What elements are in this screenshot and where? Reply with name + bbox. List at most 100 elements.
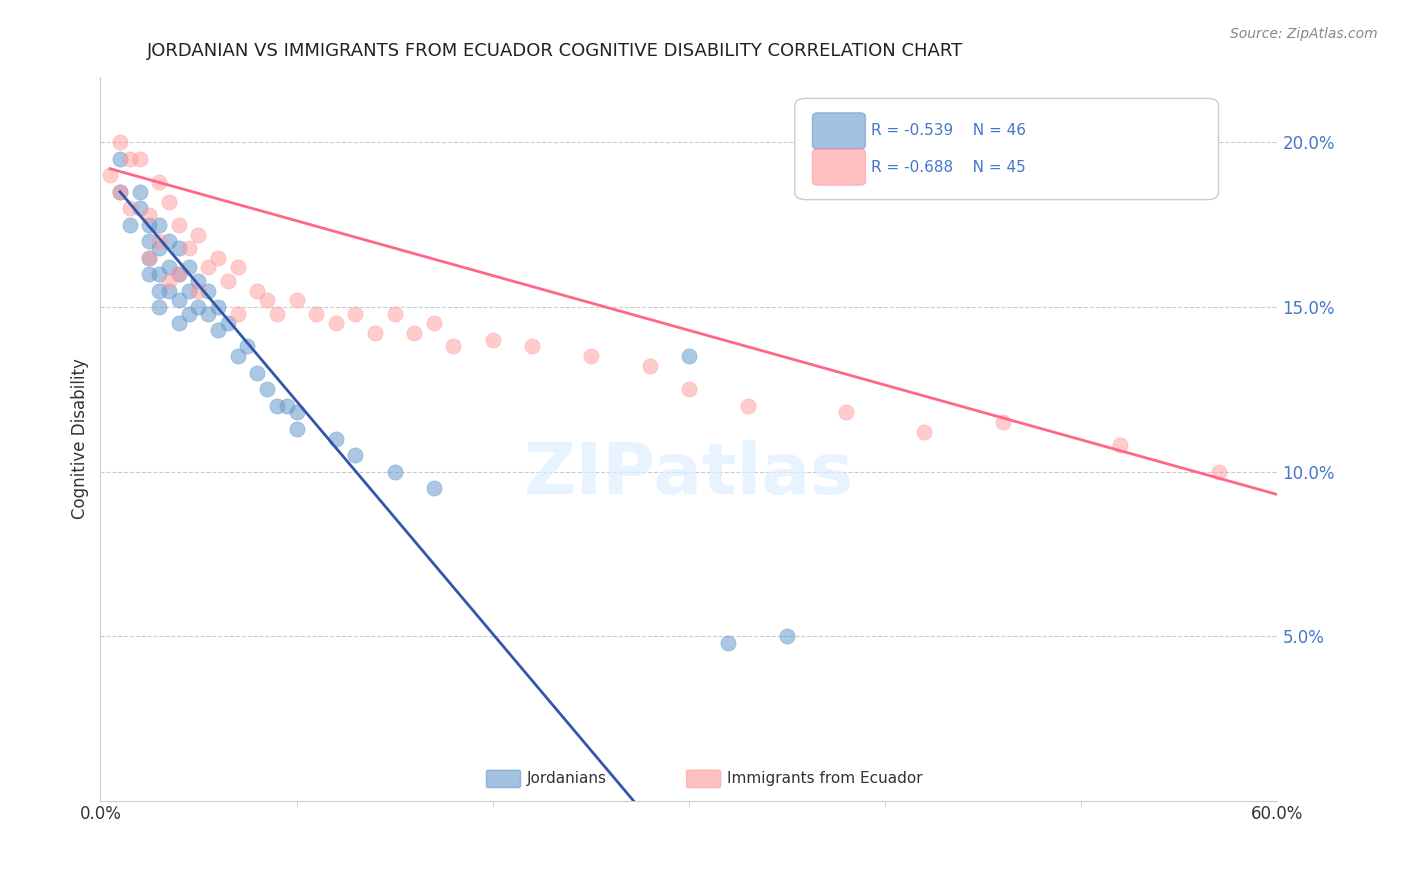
Point <box>167 317 190 331</box>
Point <box>148 267 170 281</box>
Text: Immigrants from Ecuador: Immigrants from Ecuador <box>727 772 922 787</box>
Point <box>138 251 160 265</box>
FancyBboxPatch shape <box>486 770 520 788</box>
Point <box>167 267 190 281</box>
Point <box>256 293 278 308</box>
Point <box>148 284 170 298</box>
Text: JORDANIAN VS IMMIGRANTS FROM ECUADOR COGNITIVE DISABILITY CORRELATION CHART: JORDANIAN VS IMMIGRANTS FROM ECUADOR COG… <box>148 42 963 60</box>
Point <box>246 366 269 380</box>
Point <box>167 267 190 281</box>
Text: R = -0.688    N = 45: R = -0.688 N = 45 <box>872 160 1026 175</box>
Text: ZIPatlas: ZIPatlas <box>524 441 853 509</box>
Point <box>187 227 209 242</box>
Point <box>167 293 190 308</box>
Point <box>384 307 406 321</box>
FancyBboxPatch shape <box>813 112 866 149</box>
Point <box>364 326 387 341</box>
FancyBboxPatch shape <box>686 770 721 788</box>
Point <box>98 169 121 183</box>
Point <box>325 432 347 446</box>
Point <box>776 629 799 643</box>
Point <box>148 234 170 248</box>
Point <box>138 251 160 265</box>
Point <box>177 307 200 321</box>
Point <box>579 349 602 363</box>
Point <box>108 136 131 150</box>
Point <box>118 218 141 232</box>
Point <box>177 284 200 298</box>
Point <box>344 307 367 321</box>
Point <box>197 307 219 321</box>
Point <box>678 382 700 396</box>
Point <box>177 241 200 255</box>
Point <box>423 481 446 495</box>
Point <box>226 260 249 275</box>
Point <box>138 208 160 222</box>
Point <box>991 415 1014 429</box>
Point <box>157 274 180 288</box>
Point <box>108 185 131 199</box>
Point <box>148 218 170 232</box>
Point <box>118 152 141 166</box>
Point <box>285 293 308 308</box>
Point <box>187 284 209 298</box>
Point <box>226 349 249 363</box>
Point <box>835 405 858 419</box>
Point <box>167 241 190 255</box>
Point <box>217 317 239 331</box>
Point <box>138 234 160 248</box>
Point <box>157 194 180 209</box>
Point <box>344 448 367 462</box>
Point <box>177 260 200 275</box>
Point <box>118 201 141 215</box>
Point <box>187 300 209 314</box>
Point <box>305 307 328 321</box>
Point <box>236 339 259 353</box>
Point <box>128 185 150 199</box>
Point <box>207 323 229 337</box>
Point <box>128 201 150 215</box>
Point <box>384 465 406 479</box>
Point <box>520 339 543 353</box>
Point <box>285 422 308 436</box>
Point <box>138 218 160 232</box>
Point <box>157 260 180 275</box>
Point <box>148 175 170 189</box>
Point <box>148 241 170 255</box>
Point <box>481 333 503 347</box>
Point <box>226 307 249 321</box>
Point <box>912 425 935 439</box>
FancyBboxPatch shape <box>794 98 1219 200</box>
Point <box>276 399 298 413</box>
Text: R = -0.539    N = 46: R = -0.539 N = 46 <box>872 123 1026 138</box>
Point <box>285 405 308 419</box>
Point <box>197 284 219 298</box>
Point <box>443 339 465 353</box>
Point <box>108 185 131 199</box>
Point <box>217 274 239 288</box>
Point <box>737 399 759 413</box>
Point <box>128 152 150 166</box>
Point <box>157 284 180 298</box>
Point <box>717 635 740 649</box>
Point <box>266 399 288 413</box>
Y-axis label: Cognitive Disability: Cognitive Disability <box>72 359 89 519</box>
Point <box>138 267 160 281</box>
Point <box>1109 438 1132 452</box>
Point <box>1208 465 1230 479</box>
Point <box>256 382 278 396</box>
Point <box>207 300 229 314</box>
Point <box>167 218 190 232</box>
Point <box>207 251 229 265</box>
Text: Jordanians: Jordanians <box>526 772 606 787</box>
Point <box>638 359 661 374</box>
Point <box>266 307 288 321</box>
Point <box>157 234 180 248</box>
Point <box>423 317 446 331</box>
Point <box>197 260 219 275</box>
Point <box>108 152 131 166</box>
Point <box>148 300 170 314</box>
FancyBboxPatch shape <box>813 149 866 186</box>
Point <box>678 349 700 363</box>
Point <box>187 274 209 288</box>
